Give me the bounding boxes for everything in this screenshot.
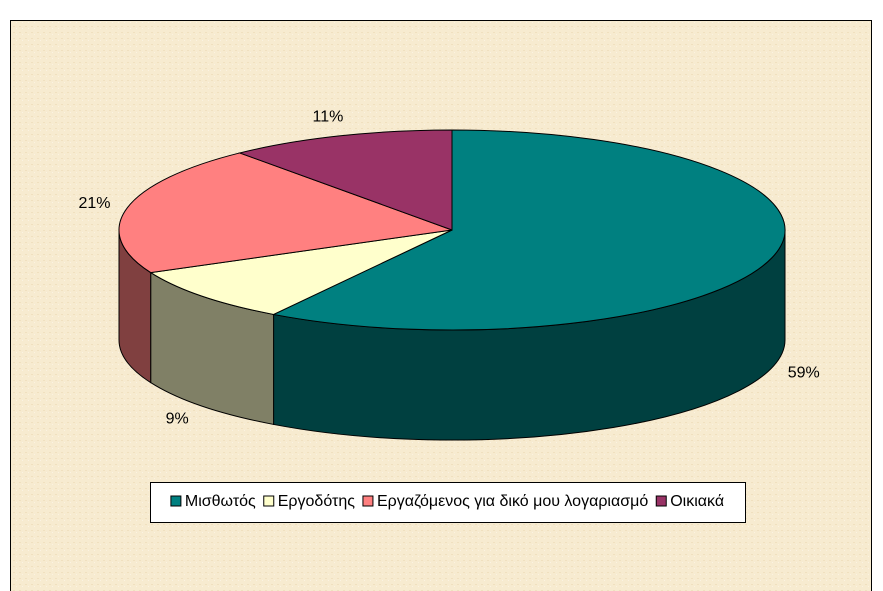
data-label: 11%: [312, 108, 343, 125]
legend-label: Μισθωτός: [185, 493, 256, 510]
slice: [118, 152, 453, 274]
data-label: 59%: [788, 365, 820, 382]
data-label: 21%: [79, 195, 111, 212]
legend-label: Εργαζόμενος για δικό μου λογαριασμό: [377, 493, 648, 510]
legend-label: Οικιακά: [670, 493, 724, 510]
pie: 59% 9% 21% 11%: [79, 108, 820, 441]
slice: [149, 229, 453, 315]
legend-swatch: [170, 495, 182, 507]
legend-swatch: [263, 495, 275, 507]
legend-box: [150, 482, 746, 523]
legend-swatch: [655, 495, 667, 507]
legend-swatch: [362, 495, 374, 507]
legend-label: Εργοδότης: [278, 493, 355, 510]
slice: [238, 129, 453, 231]
slice: [271, 129, 786, 331]
data-label: 9%: [166, 411, 189, 428]
legend: Μισθωτός Εργοδότης Εργαζόμενος για δικό μο…: [170, 493, 724, 510]
